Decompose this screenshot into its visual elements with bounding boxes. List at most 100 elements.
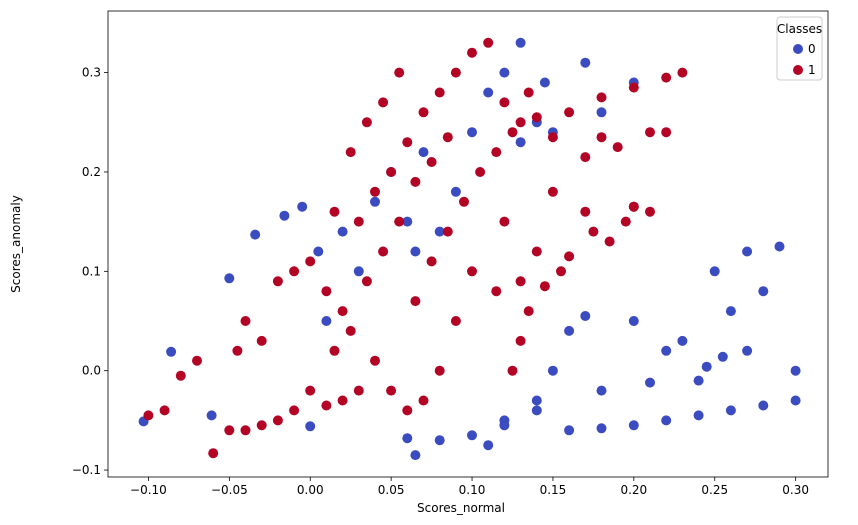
point-class-0 [224,273,235,284]
point-class-1 [588,226,599,237]
point-class-0 [677,335,688,346]
legend-title: Classes [777,22,822,36]
point-class-1 [507,365,518,376]
point-class-1 [240,316,251,326]
point-class-1 [442,226,453,237]
point-class-1 [677,67,688,78]
point-class-1 [645,127,655,138]
point-class-1 [661,127,672,138]
point-class-0 [709,266,720,277]
point-class-0 [717,351,728,362]
point-class-1 [272,276,283,287]
plot-area [108,11,828,477]
point-class-1 [370,186,380,197]
point-class-0 [661,345,672,356]
point-class-1 [547,132,558,143]
legend-marker-0 [793,44,803,54]
x-tick-label: 0.20 [620,483,647,497]
point-class-1 [523,87,534,98]
point-class-1 [208,448,219,459]
point-class-0 [774,241,785,252]
x-tick-label: 0.10 [459,483,486,497]
point-class-1 [556,266,566,277]
point-class-1 [321,400,332,411]
point-class-0 [353,266,364,277]
point-class-0 [531,395,542,406]
point-class-1 [426,157,437,167]
point-class-1 [410,176,421,187]
point-class-0 [434,435,445,446]
point-class-0 [547,365,558,376]
point-class-0 [580,311,591,321]
point-class-1 [604,236,615,247]
point-class-0 [580,57,591,68]
point-class-0 [790,395,801,406]
point-class-1 [345,147,356,158]
point-class-1 [345,325,356,336]
y-axis-label: Scores_anomaly [9,195,23,293]
point-class-1 [547,186,558,197]
point-class-1 [475,167,486,177]
point-class-0 [483,440,494,451]
point-class-1 [564,251,575,262]
point-class-1 [628,82,639,93]
point-class-0 [564,325,575,336]
point-class-0 [321,316,332,326]
point-class-1 [353,216,364,227]
point-class-1 [628,201,639,212]
point-class-1 [386,385,397,396]
x-axis-ticks: −0.10 −0.05 0.00 0.05 0.10 0.15 0.20 0.25 0.30 [130,477,809,497]
point-class-1 [321,286,332,297]
point-class-0 [693,375,704,386]
point-class-1 [410,296,421,307]
point-class-0 [693,410,704,421]
point-class-0 [701,361,712,372]
point-class-0 [410,450,421,461]
point-class-0 [742,246,753,257]
x-tick-label: −0.10 [130,483,167,497]
point-class-1 [564,107,575,118]
point-class-1 [192,355,202,366]
point-class-1 [394,216,405,227]
point-class-1 [305,385,316,396]
point-class-1 [580,206,591,217]
x-axis-label: Scores_normal [417,501,505,515]
point-class-0 [725,306,736,317]
point-class-1 [450,67,461,78]
point-class-1 [378,246,389,257]
point-class-0 [402,216,413,227]
x-tick-label: 0.15 [540,483,567,497]
point-class-1 [361,276,372,287]
point-class-0 [539,77,550,88]
point-class-0 [206,410,217,421]
point-class-0 [661,415,672,426]
plot-frame [107,10,829,478]
point-class-1 [580,152,591,163]
y-tick-label: 0.1 [82,264,101,278]
point-class-0 [450,186,461,197]
point-class-0 [515,137,526,148]
point-class-1 [491,147,502,158]
point-class-0 [279,210,290,221]
point-class-0 [337,226,348,237]
point-class-0 [758,286,769,297]
y-tick-label: 0.2 [82,165,101,179]
point-class-1 [596,132,607,143]
point-class-1 [661,72,672,83]
point-class-1 [459,196,469,207]
point-class-1 [515,276,526,287]
y-tick-label: 0.3 [82,66,101,80]
point-class-1 [539,281,550,292]
x-tick-label: 0.00 [297,483,324,497]
point-class-0 [758,400,769,411]
legend-label-0: 0 [808,42,816,56]
point-class-1 [483,37,494,48]
point-class-0 [596,385,607,396]
point-class-1 [450,316,461,326]
point-class-1 [386,167,397,177]
x-tick-label: 0.30 [782,483,809,497]
point-class-1 [645,206,655,217]
point-class-0 [250,229,261,240]
point-class-1 [531,112,542,123]
